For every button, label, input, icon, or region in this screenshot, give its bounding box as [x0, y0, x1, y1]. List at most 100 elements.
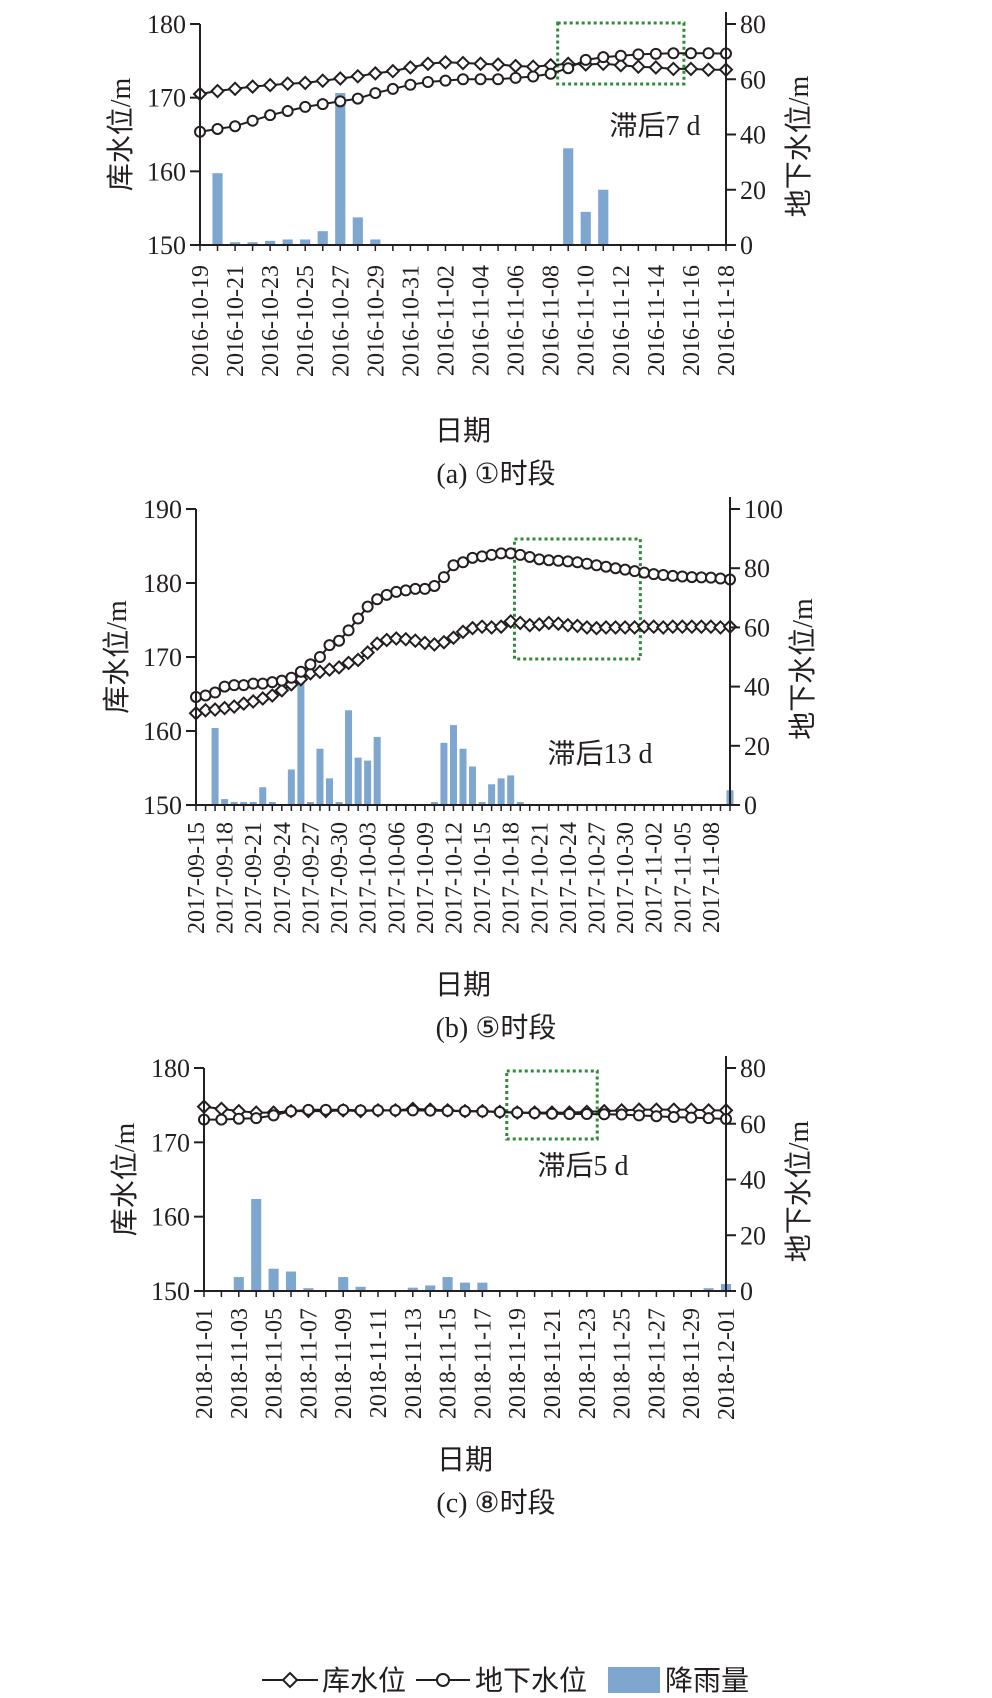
groundwater-level-point — [495, 547, 508, 560]
left-tick-label: 190 — [143, 495, 182, 524]
groundwater-level-point — [685, 571, 698, 584]
groundwater-level-point — [474, 73, 487, 86]
groundwater-level-point — [667, 47, 680, 60]
groundwater-level-point — [232, 1112, 245, 1125]
x-tick-label: 2018-11-09 — [331, 1308, 357, 1419]
right-tick-label: 60 — [744, 613, 770, 642]
rainfall-bar — [516, 802, 524, 805]
groundwater-level-point — [406, 1104, 419, 1117]
rainfall-bar — [285, 1271, 297, 1291]
reservoir-level-point — [280, 76, 296, 92]
legend-reservoir: 库水位 — [262, 1665, 406, 1697]
groundwater-level-point — [372, 1104, 384, 1117]
rainfall-bar — [247, 242, 258, 245]
x-tick-label: 2017-09-30 — [327, 822, 353, 934]
rainfall-bar — [507, 775, 515, 805]
x-tick-label: 2018-11-07 — [296, 1308, 322, 1419]
legend-groundwater-label: 地下水位 — [475, 1665, 587, 1693]
rainfall-bar — [469, 766, 477, 805]
groundwater-level-point — [439, 74, 452, 87]
rainfall-bar — [497, 778, 505, 805]
groundwater-level-point — [580, 1107, 593, 1120]
groundwater-level-point — [580, 557, 593, 570]
left-tick-label: 160 — [151, 1203, 190, 1232]
x-tick-label: 2017-10-03 — [356, 822, 382, 934]
right-tick-label: 0 — [740, 231, 753, 260]
rainfall-bar — [580, 211, 591, 245]
x-tick-label: 2018-12-01 — [714, 1308, 740, 1420]
reservoir-level-point — [350, 68, 366, 84]
x-tick-label: 2017-11-05 — [670, 822, 696, 933]
groundwater-level-point — [638, 566, 651, 579]
groundwater-level-point — [504, 547, 517, 560]
legend-reservoir-label: 库水位 — [322, 1665, 406, 1693]
rainfall-bar — [335, 93, 346, 245]
rainfall-bar — [373, 736, 381, 805]
reservoir-level-point — [360, 645, 376, 660]
right-tick-label: 20 — [740, 176, 766, 205]
rainfall-bar — [230, 802, 238, 805]
x-tick-label: 2018-11-15 — [436, 1308, 462, 1419]
x-tick-label: 2017-10-30 — [613, 822, 639, 934]
groundwater-level-point — [267, 1109, 280, 1122]
x-tick-label: 2016-11-10 — [574, 265, 600, 376]
right-tick-label: 80 — [740, 10, 766, 39]
rainfall-bar — [338, 1277, 349, 1291]
reservoir-level-point — [388, 631, 404, 646]
groundwater-level-point — [562, 62, 575, 75]
right-tick-label: 40 — [740, 1166, 766, 1195]
rainfall-bar — [364, 760, 372, 805]
groundwater-level-point — [609, 562, 622, 575]
groundwater-level-point — [275, 674, 288, 687]
rainfall-bar — [370, 239, 381, 245]
reservoir-level-point — [636, 619, 652, 635]
groundwater-level-point — [437, 571, 450, 584]
x-tick-label: 2016-10-25 — [293, 265, 319, 377]
reservoir-level-point — [701, 62, 716, 78]
left-axis-label: 库水位/m — [101, 600, 133, 714]
x-tick-label: 2016-11-02 — [433, 265, 459, 376]
reservoir-level-point — [608, 619, 623, 635]
reservoir-level-point — [417, 635, 433, 651]
x-tick-label: 2017-09-18 — [213, 822, 239, 934]
groundwater-level-point — [649, 47, 662, 60]
reservoir-level-point — [274, 682, 290, 698]
right-tick-label: 40 — [740, 121, 766, 150]
groundwater-level-point — [485, 548, 498, 561]
x-axis-label: 日期 — [435, 416, 491, 447]
groundwater-level-point — [390, 585, 403, 598]
groundwater-level-point — [563, 1107, 576, 1120]
left-tick-label: 160 — [143, 717, 182, 746]
rainfall-bar — [703, 1288, 714, 1291]
x-tick-label: 2017-10-15 — [470, 822, 496, 934]
reservoir-level-point — [579, 619, 595, 635]
reservoir-level-point — [474, 619, 490, 635]
x-tick-label: 2016-10-27 — [328, 265, 354, 377]
groundwater-level-point — [579, 53, 592, 66]
reservoir-level-point — [683, 61, 699, 77]
rainfall-bar — [598, 189, 609, 245]
rainfall-bar — [425, 1285, 436, 1291]
panel-caption: (b) ⑤时段 — [436, 1012, 557, 1044]
groundwater-level-point — [447, 559, 460, 572]
groundwater-level-point — [523, 550, 536, 563]
groundwater-level-point — [457, 73, 469, 86]
reservoir-level-point — [385, 63, 401, 79]
groundwater-level-point — [544, 67, 557, 80]
rainfall-bar — [326, 778, 333, 805]
groundwater-level-point — [247, 677, 260, 690]
left-tick-label: 150 — [151, 1277, 190, 1306]
x-tick-label: 2017-11-08 — [699, 822, 725, 933]
rainfall-bar — [478, 802, 486, 805]
x-tick-label: 2018-11-25 — [610, 1308, 636, 1419]
left-tick-label: 170 — [143, 643, 182, 672]
x-tick-label: 2018-11-19 — [505, 1308, 531, 1419]
rainfall-bar — [488, 784, 496, 805]
reservoir-level-point — [227, 81, 243, 97]
groundwater-level-point — [527, 70, 540, 83]
reservoir-level-point — [508, 58, 524, 74]
right-tick-label: 80 — [744, 554, 770, 583]
groundwater-level-point — [614, 49, 627, 62]
groundwater-level-point — [466, 551, 479, 564]
groundwater-level-point — [409, 582, 422, 595]
